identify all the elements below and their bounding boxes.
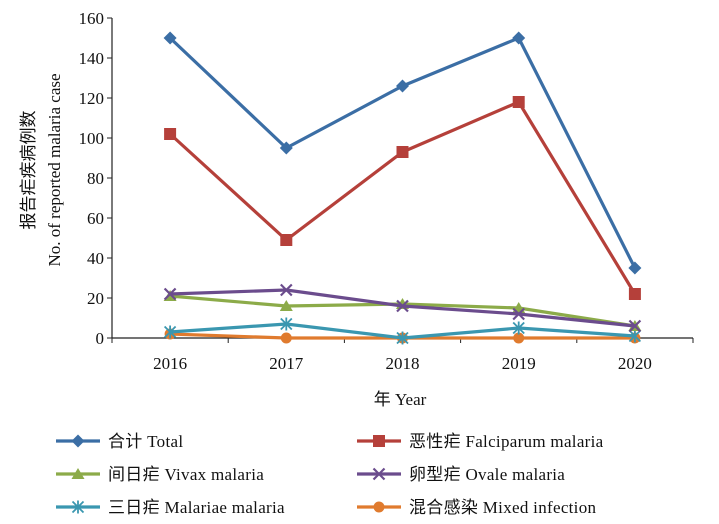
legend-marker (71, 468, 85, 479)
legend-marker (373, 435, 385, 447)
y-tick-label: 20 (87, 289, 104, 308)
data-point (512, 96, 525, 108)
data-point (280, 283, 293, 297)
data-point (280, 234, 293, 246)
series-layer (163, 31, 642, 345)
y-tick-label: 140 (79, 49, 105, 68)
legend-item: 混合感染 Mixed infection (357, 498, 597, 517)
legend-label: 三日疟 Malariae malaria (108, 498, 285, 517)
data-point (280, 317, 293, 331)
y-tick-label: 0 (96, 329, 105, 348)
data-point (396, 331, 409, 345)
y-tick-label: 160 (79, 9, 105, 28)
data-point (279, 141, 293, 155)
legend-item: 合计 Total (56, 432, 183, 451)
data-point (396, 79, 409, 93)
legend-label: 合计 Total (108, 432, 183, 451)
y-axis-label-cn: 报告疟疾病例数 (19, 111, 38, 230)
legend-marker (372, 467, 386, 481)
data-point (163, 287, 177, 301)
x-axis-label: 年 Year (374, 390, 427, 409)
legend: 合计 Total 恶性疟 Falciparum malaria 间日疟 Vivax … (56, 432, 604, 517)
y-tick-label: 60 (87, 209, 104, 228)
data-point (396, 146, 409, 158)
legend-item: 卵型疟 Ovale malaria (357, 465, 565, 484)
y-tick-label: 80 (87, 169, 104, 188)
y-tick-label: 40 (87, 249, 104, 268)
data-point (512, 307, 525, 321)
data-point (628, 329, 642, 343)
legend-item: 恶性疟 Falciparum malaria (357, 432, 604, 451)
data-point (513, 332, 525, 344)
legend-marker (373, 501, 385, 513)
data-point (279, 300, 293, 311)
y-axis-label: 报告疟疾病例数 (19, 111, 38, 230)
data-point (163, 31, 177, 45)
y-axis-label-en-group: No. of reported malaria case (45, 73, 64, 266)
legend-marker (71, 434, 85, 448)
legend-label: 间日疟 Vivax malaria (108, 465, 264, 484)
y-axis-label-en: No. of reported malaria case (45, 73, 64, 266)
series-4 (163, 317, 642, 345)
data-point (512, 321, 525, 335)
y-tick-label: 120 (79, 89, 105, 108)
x-tick-label: 2018 (386, 354, 420, 373)
legend-label: 恶性疟 Falciparum malaria (409, 432, 604, 451)
x-tick-label: 2019 (502, 354, 536, 373)
data-point (628, 288, 641, 300)
data-point (628, 261, 642, 275)
data-point (164, 128, 177, 140)
plot-axes: 0 20 40 60 80 100 120 140 160 2016 2017 2018 2019 202… (79, 9, 694, 373)
legend-item: 三日疟 Malariae malaria (56, 498, 285, 517)
y-tick-label: 100 (79, 129, 105, 148)
data-point (628, 319, 642, 333)
data-point (396, 299, 409, 313)
legend-label: 混合感染 Mixed infection (409, 498, 597, 517)
data-point (512, 31, 526, 45)
x-tick-label: 2020 (618, 354, 652, 373)
data-point (163, 325, 177, 339)
legend-item: 间日疟 Vivax malaria (56, 465, 264, 484)
series-1 (164, 96, 641, 300)
series-2 (163, 290, 642, 331)
series-3 (163, 283, 642, 333)
series-0 (163, 31, 642, 275)
legend-label: 卵型疟 Ovale malaria (409, 465, 565, 484)
x-tick-label: 2017 (269, 354, 304, 373)
legend-marker (71, 500, 85, 514)
data-point (280, 332, 292, 344)
x-tick-label: 2016 (153, 354, 187, 373)
